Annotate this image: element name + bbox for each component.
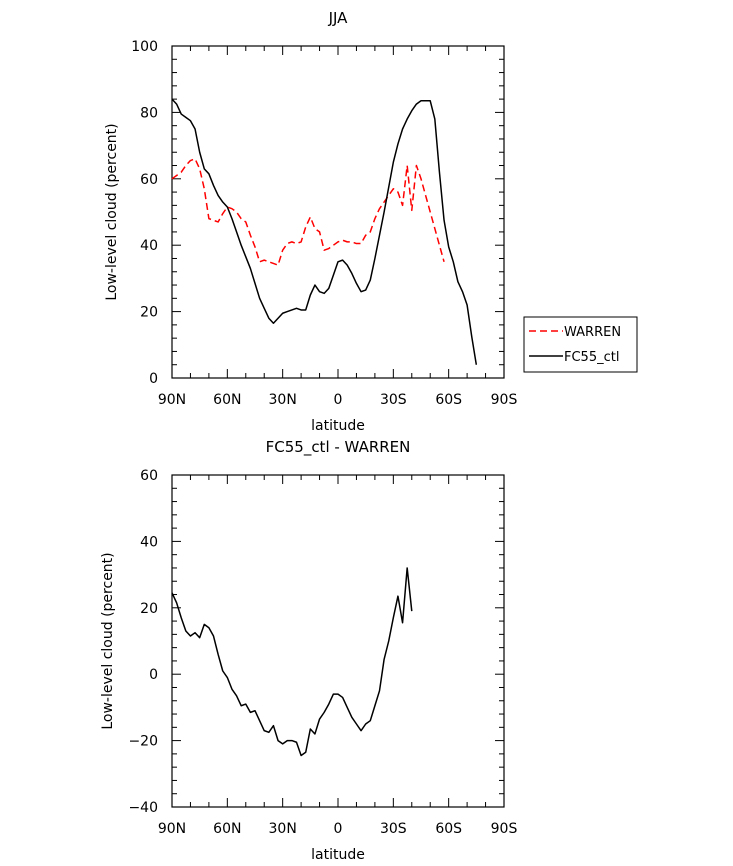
legend-label-warren: WARREN bbox=[564, 325, 621, 340]
x-tick-label: 90N bbox=[158, 821, 186, 837]
x-tick-label: 30S bbox=[380, 821, 407, 837]
top-y-tick-labels: 0 20 40 60 80 100 bbox=[131, 39, 158, 387]
y-tick-label: 40 bbox=[140, 238, 158, 254]
legend: WARREN FC55_ctl bbox=[523, 316, 638, 373]
top-panel: JJA 90N 60N 30N 0 30S 60S 90S 0 20 40 60 80 100 lat… bbox=[104, 9, 638, 434]
y-tick-label: 20 bbox=[140, 601, 158, 617]
bottom-x-axis-label: latitude bbox=[311, 847, 365, 863]
y-tick-label: 40 bbox=[140, 534, 158, 550]
series-line-warren bbox=[171, 158, 445, 266]
top-x-tick-labels: 90N 60N 30N 0 30S 60S 90S bbox=[158, 392, 518, 408]
legend-box bbox=[523, 316, 638, 373]
series-line-difference bbox=[171, 567, 413, 757]
x-tick-label: 30N bbox=[269, 392, 297, 408]
x-tick-label: 60N bbox=[213, 392, 241, 408]
bottom-panel: FC55_ctl - WARREN 90N 60N 30N 0 30S 60S 90S −4… bbox=[100, 438, 517, 863]
bottom-plot-frame bbox=[171, 474, 505, 808]
y-tick-label: 20 bbox=[140, 305, 158, 321]
y-tick-label: 60 bbox=[140, 468, 158, 484]
bottom-x-tick-labels: 90N 60N 30N 0 30S 60S 90S bbox=[158, 821, 518, 837]
x-tick-label: 60S bbox=[435, 392, 462, 408]
x-tick-label: 90S bbox=[491, 821, 518, 837]
bottom-axis-ticks bbox=[171, 474, 505, 808]
bottom-y-axis-label: Low-level cloud (percent) bbox=[100, 552, 116, 729]
top-axis-ticks bbox=[171, 45, 505, 379]
x-tick-label: 0 bbox=[334, 392, 343, 408]
x-tick-label: 60S bbox=[435, 821, 462, 837]
top-y-axis-label: Low-level cloud (percent) bbox=[104, 123, 120, 300]
y-tick-label: 0 bbox=[149, 371, 158, 387]
x-tick-label: 90S bbox=[491, 392, 518, 408]
x-tick-label: 30S bbox=[380, 392, 407, 408]
y-tick-label: 100 bbox=[131, 39, 158, 55]
y-tick-label: 0 bbox=[149, 667, 158, 683]
x-tick-label: 0 bbox=[334, 821, 343, 837]
top-plot-frame bbox=[171, 45, 505, 379]
bottom-y-tick-labels: −40 −20 0 20 40 60 bbox=[128, 468, 158, 816]
top-chart-title: JJA bbox=[328, 9, 349, 27]
top-series-lines bbox=[171, 98, 478, 365]
x-tick-label: 90N bbox=[158, 392, 186, 408]
top-x-axis-label: latitude bbox=[311, 418, 365, 434]
y-tick-label: −40 bbox=[128, 800, 158, 816]
y-tick-label: −20 bbox=[128, 734, 158, 750]
bottom-series-lines bbox=[171, 567, 413, 757]
x-tick-label: 30N bbox=[269, 821, 297, 837]
y-tick-label: 80 bbox=[140, 105, 158, 121]
y-tick-label: 60 bbox=[140, 172, 158, 188]
legend-label-fc55-ctl: FC55_ctl bbox=[564, 350, 619, 365]
x-tick-label: 60N bbox=[213, 821, 241, 837]
bottom-chart-title: FC55_ctl - WARREN bbox=[266, 438, 411, 457]
series-line-fc55-ctl bbox=[171, 98, 478, 365]
